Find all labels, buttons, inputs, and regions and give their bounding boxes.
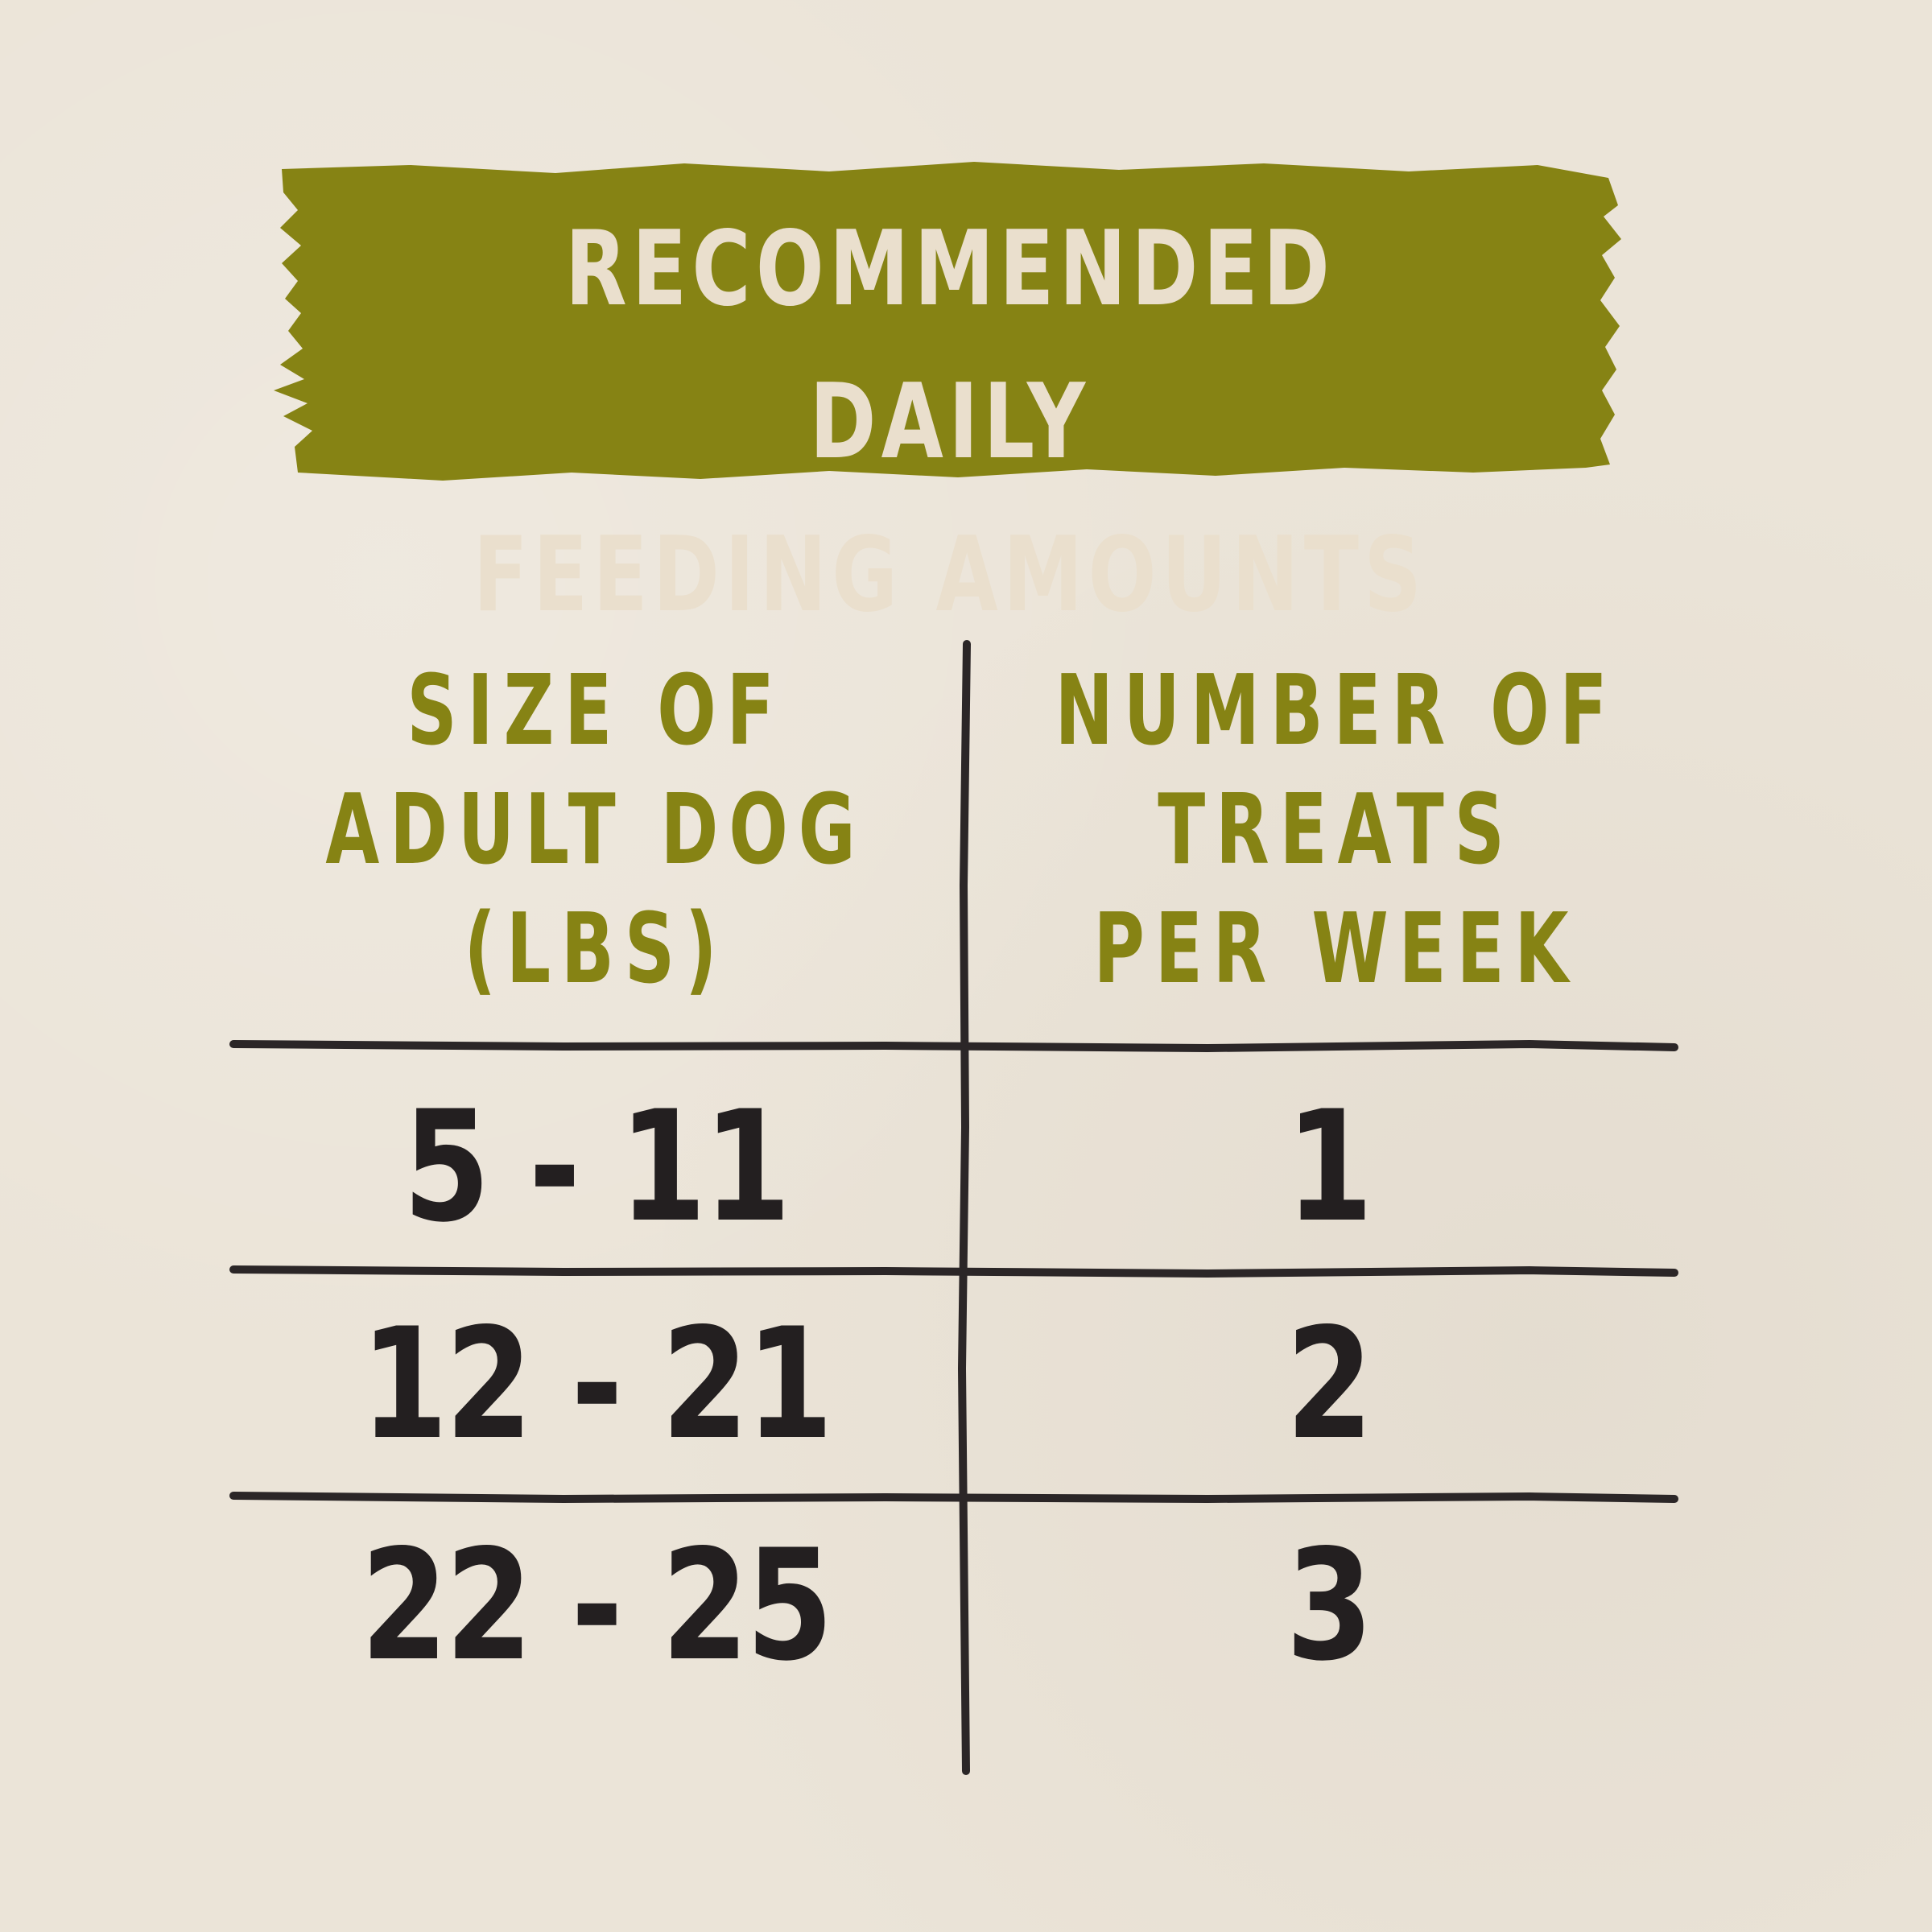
row-divider [229, 1265, 1678, 1278]
column-header-treats: NUMBER OF TREATS PER WEEK [1055, 655, 1618, 1005]
size-cell: 12 - 21 [361, 1295, 833, 1473]
title-line-2: FEEDING AMOUNTS [473, 515, 1427, 635]
brush-stroke-background [274, 162, 1621, 481]
header-divider [229, 1039, 1678, 1053]
title-line-1: RECOMMENDED DAILY [564, 209, 1335, 482]
page-title: RECOMMENDED DAILY FEEDING AMOUNTS [416, 193, 1484, 652]
column-header-size: SIZE OF ADULT DOG (LBS) [325, 655, 866, 1005]
treats-cell: 3 [1286, 1517, 1373, 1695]
size-cell: 22 - 25 [361, 1517, 833, 1695]
size-cell: 5 - 11 [402, 1078, 791, 1256]
title-banner: RECOMMENDED DAILY FEEDING AMOUNTS [266, 149, 1634, 635]
column-divider [957, 640, 971, 1775]
treats-cell: 2 [1286, 1295, 1373, 1473]
treats-cell: 1 [1286, 1078, 1373, 1256]
row-divider [229, 1492, 1678, 1504]
